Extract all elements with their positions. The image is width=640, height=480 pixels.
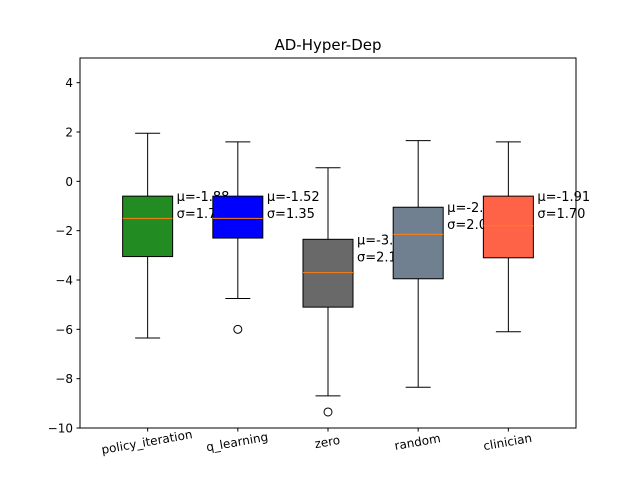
chart-title: AD-Hyper-Dep <box>274 36 381 54</box>
iqr-box <box>122 195 174 258</box>
outlier-point <box>233 324 243 334</box>
y-axis: −10 −8 −6 −4 −2 0 2 4 <box>48 76 80 436</box>
outlier-point <box>323 407 333 417</box>
y-tick-label: −6 <box>55 323 73 337</box>
box-q_learning: μ=-1.52 σ=1.35 <box>212 141 320 334</box>
box-random: μ=-2.52σ=2.01 <box>392 140 500 388</box>
std-label: σ=1.70 <box>537 207 585 222</box>
mean-label: μ=-1.91 <box>537 190 590 205</box>
y-tick-label: −8 <box>55 372 73 386</box>
plot-content: μ=-1.88σ=1.72μ=-1.52σ=1.35μ=-3.81σ=2.15μ… <box>122 132 590 417</box>
box-clinician: μ=-1.91 σ=1.70 <box>482 141 590 333</box>
x-tick-label: zero <box>313 433 341 451</box>
iqr-box <box>302 238 354 308</box>
y-tick-label: −4 <box>55 274 73 288</box>
y-tick-label: 4 <box>65 76 73 90</box>
plot-frame <box>79 57 577 429</box>
x-tick-label: policy_iteration <box>100 427 193 457</box>
iqr-box <box>212 195 264 239</box>
iqr-box <box>392 206 444 280</box>
x-tick-label: random <box>393 431 441 453</box>
x-tick-label: clinician <box>482 431 533 453</box>
std-label: σ=1.35 <box>267 207 315 222</box>
y-tick-label: 0 <box>65 175 73 189</box>
y-tick-label: −10 <box>48 422 73 436</box>
mean-label: μ=-1.52 <box>267 190 320 205</box>
x-axis: policy_iteration q_learning zero random clin… <box>100 427 533 457</box>
y-tick-label: 2 <box>65 126 73 140</box>
iqr-box <box>482 195 534 259</box>
y-tick-label: −2 <box>55 224 73 238</box>
x-tick-label: q_learning <box>205 430 269 455</box>
